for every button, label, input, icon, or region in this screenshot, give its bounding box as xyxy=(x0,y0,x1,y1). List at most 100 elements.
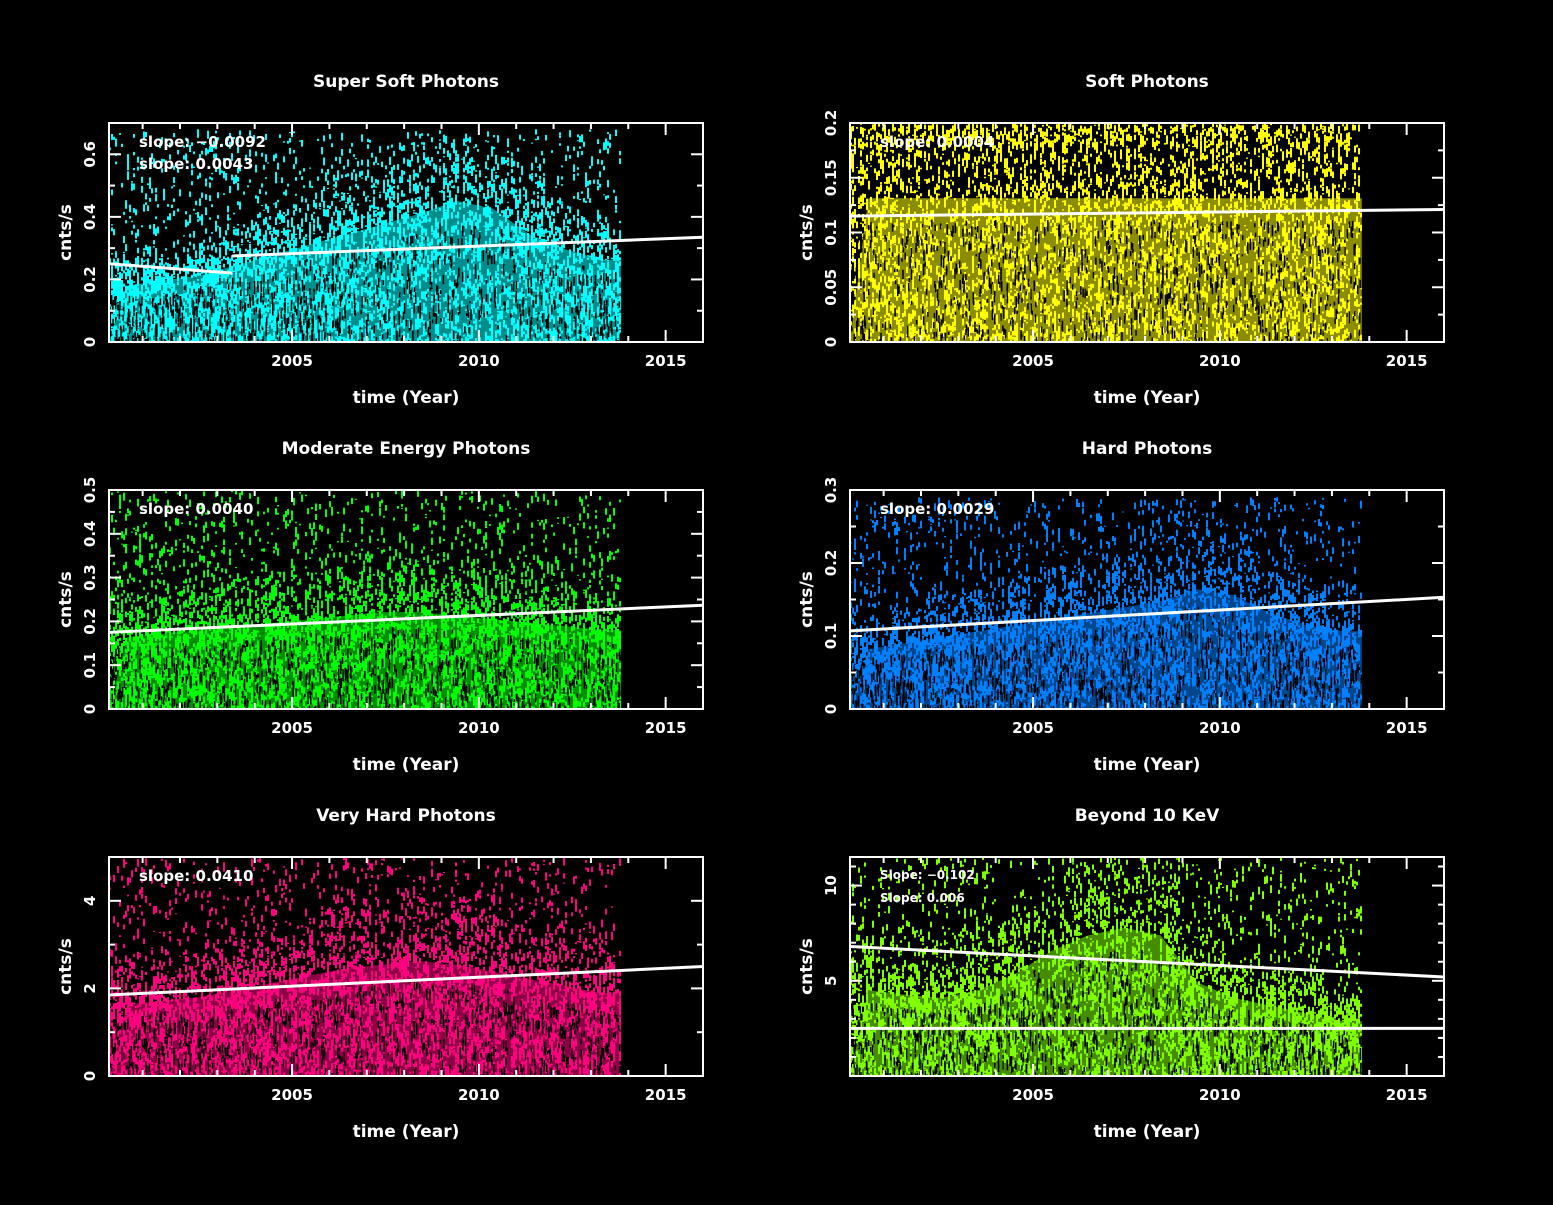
scatter-column xyxy=(237,896,239,1076)
scatter-column xyxy=(497,135,499,342)
scatter-column xyxy=(1356,144,1358,342)
plot-frame xyxy=(108,856,704,1077)
scatter-column xyxy=(1216,874,1218,1067)
scatter-column xyxy=(1150,528,1152,707)
y-tick-label: 2 xyxy=(81,983,99,993)
scatter-column xyxy=(113,527,115,709)
y-tick-label: 0.1 xyxy=(822,219,840,246)
scatter-column xyxy=(1172,535,1174,701)
scatter-column xyxy=(996,516,998,703)
scatter-column xyxy=(275,153,277,342)
scatter-column xyxy=(1156,131,1158,341)
scatter-column xyxy=(1326,521,1328,709)
scatter-column xyxy=(910,139,912,339)
fit-line-2 xyxy=(232,235,703,258)
scatter-column xyxy=(511,858,513,1075)
scatter-column xyxy=(1152,127,1154,342)
scatter-column xyxy=(1134,877,1136,1076)
scatter-column xyxy=(1308,131,1310,333)
scatter-column xyxy=(932,889,934,1076)
scatter-column xyxy=(1040,127,1042,337)
scatter-column xyxy=(856,500,858,709)
scatter-column xyxy=(273,870,275,1076)
scatter-column xyxy=(854,137,856,340)
scatter-column xyxy=(589,879,591,1074)
scatter-gaps xyxy=(850,607,1362,709)
scatter-column xyxy=(1146,124,1148,330)
x-tick-label: 2005 xyxy=(271,352,313,370)
x-tick-label: 2015 xyxy=(645,719,687,737)
y-tick-label: 0 xyxy=(822,337,840,347)
scatter-column xyxy=(231,153,233,334)
scatter-column xyxy=(445,894,447,1076)
scatter-column xyxy=(465,492,467,709)
y-tick-label: 0.2 xyxy=(822,110,840,137)
scatter-column xyxy=(227,583,229,695)
scatter-column xyxy=(1070,899,1072,1058)
slope-annotation: slope: −0.0092 xyxy=(139,133,266,151)
y-tick-label: 4 xyxy=(81,896,99,906)
plot-frame xyxy=(849,856,1445,1077)
y-axis-label: cnts/s xyxy=(56,204,76,261)
x-tick-label: 2005 xyxy=(271,719,313,737)
y-tick-label: 0.3 xyxy=(81,564,99,591)
slope-annotation: slope: 0.0004 xyxy=(880,133,994,151)
scatter-column xyxy=(1116,873,1118,1076)
scatter-column xyxy=(193,151,195,342)
scatter-column xyxy=(189,965,191,1076)
scatter-points xyxy=(109,857,621,1076)
scatter-column xyxy=(209,561,211,704)
scatter-column xyxy=(213,503,215,709)
x-tick-label: 2015 xyxy=(645,352,687,370)
scatter-column xyxy=(1234,504,1236,686)
y-tick-label: 0 xyxy=(81,1071,99,1081)
scatter-column xyxy=(1052,866,1054,1076)
scatter-column xyxy=(147,499,149,709)
scatter-column xyxy=(365,505,367,709)
scatter-column xyxy=(249,130,251,335)
plot-frame xyxy=(108,122,704,343)
scatter-column xyxy=(289,519,291,707)
scatter-column xyxy=(195,516,197,709)
slope-annotation: Slope: 0.006 xyxy=(880,891,965,905)
scatter-column xyxy=(437,553,439,705)
scatter-column xyxy=(295,156,297,340)
scatter-column xyxy=(275,496,277,702)
scatter-column xyxy=(563,219,565,297)
scatter-column xyxy=(117,866,119,1076)
scatter-column xyxy=(1094,569,1096,680)
scatter-column xyxy=(141,867,143,1076)
x-tick-label: 2010 xyxy=(1199,352,1241,370)
y-tick-label: 10 xyxy=(822,875,840,896)
scatter-column xyxy=(341,886,343,1076)
slope-annotation: Slope: −0.102 xyxy=(880,868,975,882)
scatter-column xyxy=(1306,137,1308,342)
scatter-column xyxy=(1006,940,1008,1060)
scatter-points xyxy=(109,129,622,342)
scatter-column xyxy=(119,133,121,342)
scatter-column xyxy=(892,522,894,701)
x-axis-label: time (Year) xyxy=(353,388,460,408)
scatter-column xyxy=(519,134,521,319)
panel-title: Beyond 10 KeV xyxy=(1075,806,1220,826)
y-tick-label: 0 xyxy=(822,704,840,714)
scatter-column xyxy=(1292,508,1294,709)
scatter-column xyxy=(1036,863,1038,1065)
slope-annotation: slope: 0.0043 xyxy=(139,155,253,173)
x-tick-label: 2005 xyxy=(1012,352,1054,370)
y-tick-label: 0.1 xyxy=(822,623,840,650)
scatter-column xyxy=(513,160,515,342)
scatter-column xyxy=(229,497,231,709)
y-tick-label: 5 xyxy=(822,976,840,986)
scatter-column xyxy=(988,129,990,290)
scatter-column xyxy=(111,950,113,1076)
scatter-points xyxy=(109,490,623,709)
scatter-column xyxy=(301,859,303,1073)
scatter-column xyxy=(329,501,331,694)
panel-5: 2005 2010 2015 0 2 4 Very Hard Photons time (Ye… xyxy=(56,806,704,1142)
scatter-column xyxy=(143,869,145,1076)
y-tick-label: 0.5 xyxy=(81,477,99,504)
scatter-column xyxy=(397,506,399,709)
scatter-column xyxy=(181,522,183,709)
